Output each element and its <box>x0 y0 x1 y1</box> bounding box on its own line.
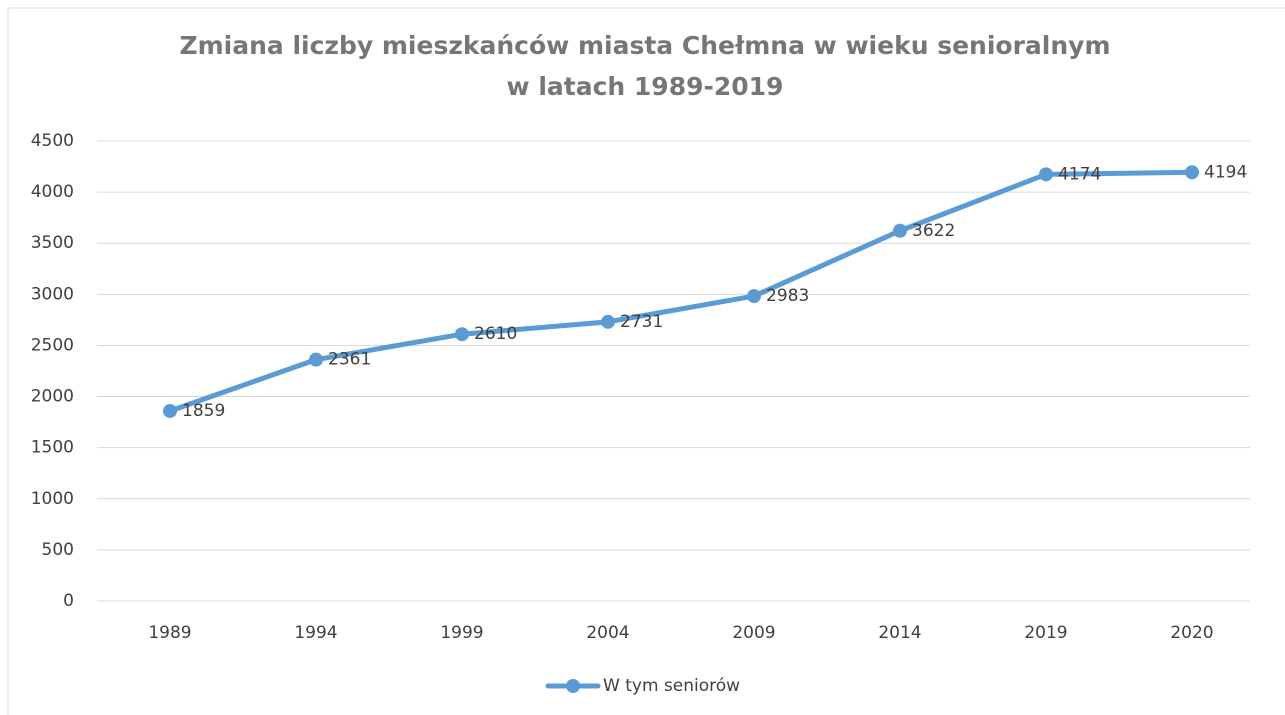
x-tick-label: 2014 <box>878 623 921 643</box>
x-tick-label: 1989 <box>148 623 191 643</box>
marker <box>163 403 177 418</box>
x-tick-label: 1994 <box>294 623 337 643</box>
data-label: 4194 <box>1204 162 1247 182</box>
y-tick-label: 3000 <box>31 284 74 304</box>
chart-border <box>7 7 1285 715</box>
data-label: 2610 <box>474 324 517 344</box>
x-tick-label: 2020 <box>1170 623 1213 643</box>
chart-title: Zmiana liczby mieszkańców miasta Chełmna… <box>179 31 1110 60</box>
y-tick-label: 500 <box>42 540 74 560</box>
legend-marker <box>566 679 580 693</box>
x-tick-label: 1999 <box>440 623 483 643</box>
marker <box>455 327 469 342</box>
x-tick-label: 2019 <box>1024 623 1067 643</box>
marker <box>893 223 907 238</box>
data-label: 2983 <box>766 286 809 306</box>
data-label: 1859 <box>182 401 225 421</box>
data-label: 4174 <box>1058 164 1101 184</box>
y-tick-label: 1000 <box>31 489 74 509</box>
x-tick-label: 2004 <box>586 623 629 643</box>
data-label: 2731 <box>620 312 663 332</box>
data-label: 3622 <box>912 221 955 241</box>
y-tick-label: 1500 <box>31 438 74 458</box>
y-tick-label: 4500 <box>31 131 74 151</box>
y-tick-label: 0 <box>63 591 74 611</box>
data-label: 2361 <box>328 350 371 370</box>
marker <box>1039 167 1053 182</box>
line <box>167 169 1195 414</box>
marker <box>1185 165 1199 180</box>
marker <box>601 314 615 329</box>
chart-title: w latach 1989-2019 <box>507 72 784 101</box>
legend-label: W tym seniorów <box>603 676 740 696</box>
marker <box>309 352 323 367</box>
y-tick-label: 3500 <box>31 233 74 253</box>
y-tick-label: 4000 <box>31 182 74 202</box>
x-tick-label: 2009 <box>732 623 775 643</box>
marker <box>747 289 761 304</box>
y-tick-label: 2500 <box>31 335 74 355</box>
y-tick-label: 2000 <box>31 387 74 407</box>
